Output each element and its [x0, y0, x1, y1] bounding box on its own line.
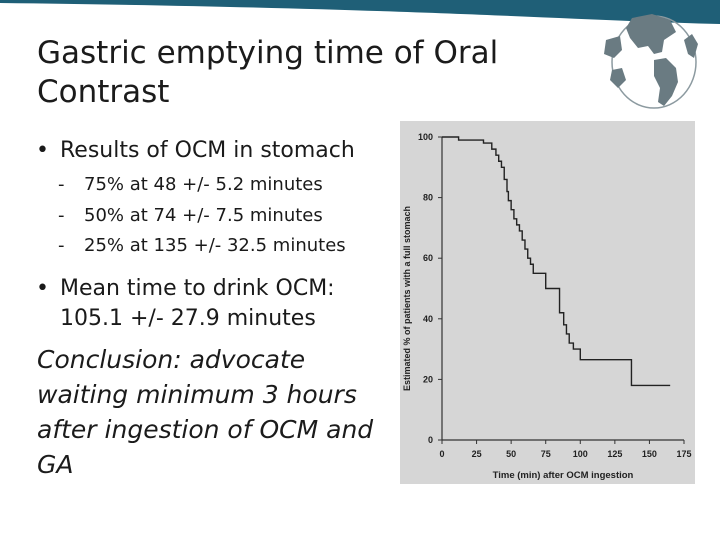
bullet-marker: •	[36, 275, 49, 301]
bullet-item: • Mean time to drink OCM: 105.1 +/- 27.9…	[30, 274, 390, 334]
y-tick-label: 80	[423, 193, 433, 203]
x-tick-label: 125	[607, 449, 622, 459]
x-tick-label: 0	[439, 449, 444, 459]
x-tick-label: 175	[676, 449, 691, 459]
bullet-item: • Results of OCM in stomach	[30, 136, 390, 166]
x-tick-label: 100	[573, 449, 588, 459]
sub-bullet-marker: -	[58, 174, 65, 195]
slide-title: Gastric emptying time of Oral Contrast	[37, 35, 499, 110]
conclusion-text: Conclusion: advocate waiting minimum 3 h…	[37, 345, 374, 479]
bullet-text: Results of OCM in stomach	[60, 138, 355, 163]
globe-logo	[604, 14, 698, 109]
x-tick-label: 150	[642, 449, 657, 459]
sub-bullet-item: - 25% at 135 +/- 32.5 minutes	[30, 231, 390, 262]
bullet-list: • Results of OCM in stomach - 75% at 48 …	[30, 136, 390, 334]
x-axis-title: Time (min) after OCM ingestion	[493, 470, 634, 481]
x-tick-label: 25	[472, 449, 482, 459]
chart-background	[400, 121, 695, 484]
y-tick-label: 0	[428, 435, 433, 445]
bullet-text: Mean time to drink OCM: 105.1 +/- 27.9 m…	[60, 275, 335, 331]
y-tick-label: 60	[423, 253, 433, 263]
survival-chart: 0 25 50 75 100 125 150 175 0 20 40 60 80 100 Time (min…	[400, 121, 695, 484]
chart-svg: 0 25 50 75 100 125 150 175 0 20 40 60 80 100 Time (min…	[400, 121, 695, 484]
y-tick-label: 20	[423, 374, 433, 384]
sub-bullet-item: - 50% at 74 +/- 7.5 minutes	[30, 201, 390, 232]
sub-bullet-text: 25% at 135 +/- 32.5 minutes	[84, 235, 346, 256]
x-tick-label: 50	[506, 449, 516, 459]
sub-bullet-marker: -	[58, 235, 65, 256]
sub-bullet-text: 50% at 74 +/- 7.5 minutes	[84, 204, 323, 226]
x-tick-label: 75	[541, 449, 551, 459]
y-tick-label: 100	[418, 132, 433, 142]
sub-bullet-text: 75% at 48 +/- 5.2 minutes	[84, 174, 323, 195]
y-tick-label: 40	[423, 314, 433, 324]
sub-bullet-marker: -	[58, 204, 65, 226]
bullet-marker: •	[36, 138, 49, 163]
sub-bullet-item: - 75% at 48 +/- 5.2 minutes	[30, 170, 390, 201]
header-band	[0, 0, 720, 24]
survival-curve	[442, 136, 671, 387]
y-axis-title: Estimated % of patients with a full stom…	[402, 206, 412, 391]
